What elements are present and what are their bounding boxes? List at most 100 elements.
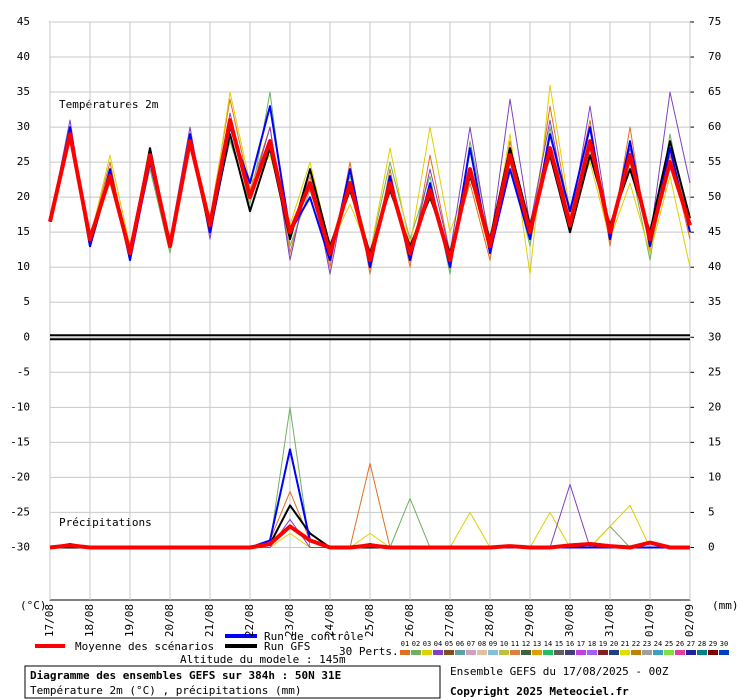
perturbation-key-swatch — [609, 650, 619, 655]
perturbation-key-label: 02 — [412, 640, 420, 648]
y2-axis-label: (mm) — [712, 599, 739, 612]
y2-tick-label: 10 — [708, 470, 721, 483]
y2-tick-label: 20 — [708, 400, 721, 413]
y-tick-label: -10 — [10, 400, 30, 413]
perturbation-key-swatch — [477, 650, 487, 655]
perturbation-key-swatch — [631, 650, 641, 655]
perturbations-label: 30 Perts. — [339, 645, 399, 658]
perturbation-key-label: 26 — [676, 640, 684, 648]
y-tick-label: 25 — [17, 155, 30, 168]
y2-tick-label: 75 — [708, 15, 721, 28]
y2-tick-label: 50 — [708, 190, 721, 203]
perturbation-key-swatch — [499, 650, 509, 655]
x-tick-label: 27/08 — [443, 604, 456, 637]
perturbation-key-label: 04 — [434, 640, 442, 648]
perturbation-key-swatch — [565, 650, 575, 655]
run-info: Ensemble GEFS du 17/08/2025 - 00Z — [450, 665, 669, 678]
y2-tick-label: 45 — [708, 225, 721, 238]
legend-label: Run GFS — [264, 640, 310, 653]
series-line — [48, 118, 692, 263]
perturbation-key-swatch — [664, 650, 674, 655]
x-tick-label: 20/08 — [163, 604, 176, 637]
perturbation-key-swatch — [466, 650, 476, 655]
x-tick-label: 01/09 — [643, 604, 656, 637]
perturbation-key-label: 07 — [467, 640, 475, 648]
perturbation-key-label: 12 — [522, 640, 530, 648]
y2-tick-label: 0 — [708, 540, 715, 553]
y-tick-label: 45 — [17, 15, 30, 28]
perturbation-key-label: 18 — [588, 640, 596, 648]
y2-tick-label: 40 — [708, 260, 721, 273]
perturbation-key-label: 19 — [599, 640, 607, 648]
perturbation-key-swatch — [510, 650, 520, 655]
y2-tick-label: 60 — [708, 120, 721, 133]
perturbation-key-swatch — [488, 650, 498, 655]
perturbation-key-label: 06 — [456, 640, 464, 648]
y-tick-label: 10 — [17, 260, 30, 273]
panel-label: Températures 2m — [59, 98, 159, 111]
perturbation-key-swatch — [620, 650, 630, 655]
perturbation-key-swatch — [521, 650, 531, 655]
x-tick-label: 18/08 — [83, 604, 96, 637]
y-tick-label: -25 — [10, 505, 30, 518]
perturbation-key-swatch — [686, 650, 696, 655]
perturbation-key-swatch — [598, 650, 608, 655]
perturbation-key-label: 23 — [643, 640, 651, 648]
perturbation-key-label: 03 — [423, 640, 431, 648]
x-tick-label: 28/08 — [483, 604, 496, 637]
y2-tick-label: 5 — [708, 505, 715, 518]
perturbation-key-swatch — [554, 650, 564, 655]
y-tick-label: -30 — [10, 540, 30, 553]
perturbation-key-swatch — [433, 650, 443, 655]
perturbation-key-swatch — [576, 650, 586, 655]
y-tick-label: -15 — [10, 435, 30, 448]
y-tick-label: -20 — [10, 470, 30, 483]
perturbation-key-label: 15 — [555, 640, 563, 648]
perturbation-key-label: 27 — [687, 640, 695, 648]
perturbation-key-label: 30 — [720, 640, 728, 648]
perturbation-key-label: 16 — [566, 640, 574, 648]
y-tick-label: 35 — [17, 85, 30, 98]
series-line — [49, 524, 690, 550]
perturbation-key-label: 11 — [511, 640, 519, 648]
legend-label: Moyenne des scénarios — [75, 640, 214, 653]
x-tick-label: 21/08 — [203, 604, 216, 637]
y-tick-label: -5 — [17, 365, 30, 378]
x-tick-label: 23/08 — [283, 604, 296, 637]
perturbation-key-swatch — [543, 650, 553, 655]
x-tick-label: 29/08 — [523, 604, 536, 637]
info-box — [24, 665, 441, 699]
perturbation-key-swatch — [422, 650, 432, 655]
perturbation-key-label: 13 — [533, 640, 541, 648]
perturbation-key-swatch — [653, 650, 663, 655]
y-tick-label: 20 — [17, 190, 30, 203]
x-tick-label: 31/08 — [603, 604, 616, 637]
y-axis-label: (°C) — [20, 599, 47, 612]
chart-title: Diagramme des ensembles GEFS sur 384h : … — [30, 669, 341, 682]
perturbation-key-swatch — [719, 650, 729, 655]
perturbation-key-swatch — [697, 650, 707, 655]
perturbation-key-swatch — [532, 650, 542, 655]
perturbation-key-label: 08 — [478, 640, 486, 648]
perturbation-key-label: 09 — [489, 640, 497, 648]
perturbation-key-label: 22 — [632, 640, 640, 648]
chart-subtitle: Température 2m (°C) , précipitations (mm… — [30, 684, 302, 697]
perturbation-key-label: 14 — [544, 640, 552, 648]
x-tick-label: 30/08 — [563, 604, 576, 637]
perturbation-key-swatch — [411, 650, 421, 655]
altitude: Altitude du modele : 145m — [180, 653, 346, 666]
perturbation-key-label: 28 — [698, 640, 706, 648]
legend-label: Run de contrôle — [264, 630, 363, 643]
x-tick-label: 19/08 — [123, 604, 136, 637]
perturbation-key-label: 25 — [665, 640, 673, 648]
y-tick-label: 30 — [17, 120, 30, 133]
y2-tick-label: 25 — [708, 365, 721, 378]
perturbation-key-swatch — [708, 650, 718, 655]
x-tick-label: 02/09 — [683, 604, 696, 637]
panel-label: Précipitations — [59, 516, 152, 529]
y2-tick-label: 30 — [708, 330, 721, 343]
perturbation-key-label: 17 — [577, 640, 585, 648]
perturbation-key-label: 05 — [445, 640, 453, 648]
perturbation-key-label: 24 — [654, 640, 662, 648]
